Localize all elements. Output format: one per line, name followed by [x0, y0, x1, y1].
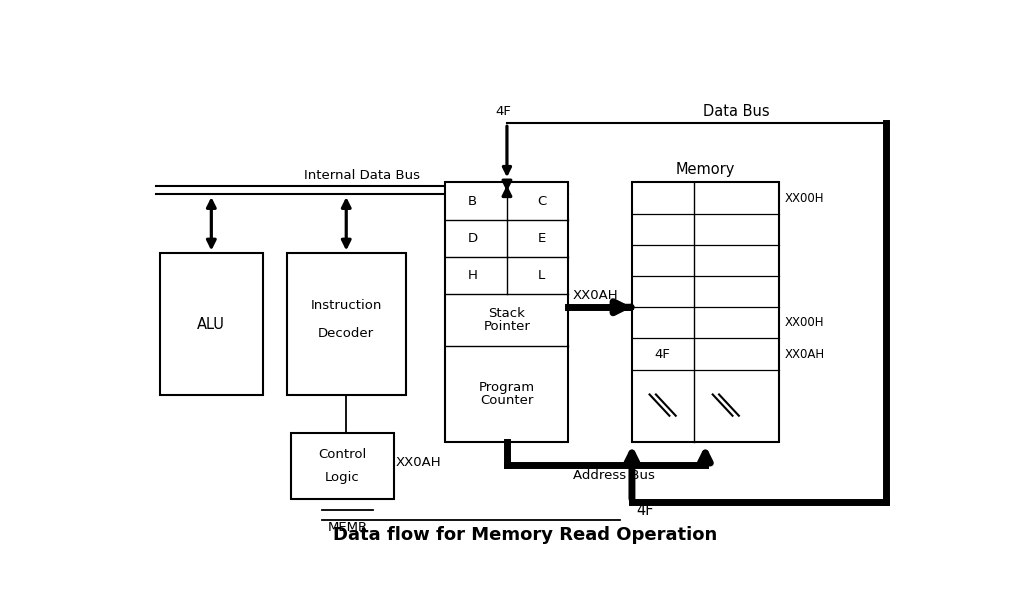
- Text: B: B: [468, 195, 477, 208]
- Text: C: C: [537, 195, 546, 208]
- Bar: [291, 433, 394, 499]
- Bar: [632, 182, 779, 443]
- Text: Address Bus: Address Bus: [573, 469, 655, 482]
- Bar: [160, 254, 263, 395]
- Text: H: H: [468, 269, 477, 282]
- Text: E: E: [538, 231, 546, 245]
- Text: Counter: Counter: [480, 394, 534, 407]
- Text: Memory: Memory: [676, 161, 735, 177]
- Text: XX00H: XX00H: [784, 192, 823, 204]
- Bar: [445, 182, 568, 443]
- Text: Program: Program: [479, 381, 535, 394]
- Text: Pointer: Pointer: [483, 320, 530, 333]
- Text: Instruction: Instruction: [310, 299, 382, 312]
- Text: XX0AH: XX0AH: [784, 348, 824, 360]
- Text: XX00H: XX00H: [784, 316, 823, 329]
- Text: XX0AH: XX0AH: [396, 456, 441, 469]
- Text: Decoder: Decoder: [318, 327, 375, 340]
- Bar: [287, 254, 406, 395]
- Text: Internal Data Bus: Internal Data Bus: [304, 169, 420, 182]
- Text: L: L: [538, 269, 545, 282]
- Text: Logic: Logic: [325, 472, 359, 484]
- Text: 4F: 4F: [495, 105, 511, 118]
- Text: Stack: Stack: [488, 307, 525, 320]
- Text: Data flow for Memory Read Operation: Data flow for Memory Read Operation: [333, 526, 717, 543]
- Text: Data Bus: Data Bus: [702, 104, 769, 119]
- Text: D: D: [467, 231, 477, 245]
- Text: 4F: 4F: [654, 348, 671, 360]
- Text: XX0AH: XX0AH: [572, 289, 618, 302]
- Text: 4F: 4F: [636, 502, 653, 518]
- Text: MEMR: MEMR: [328, 521, 368, 534]
- Text: Control: Control: [318, 448, 367, 460]
- Text: ALU: ALU: [198, 317, 225, 332]
